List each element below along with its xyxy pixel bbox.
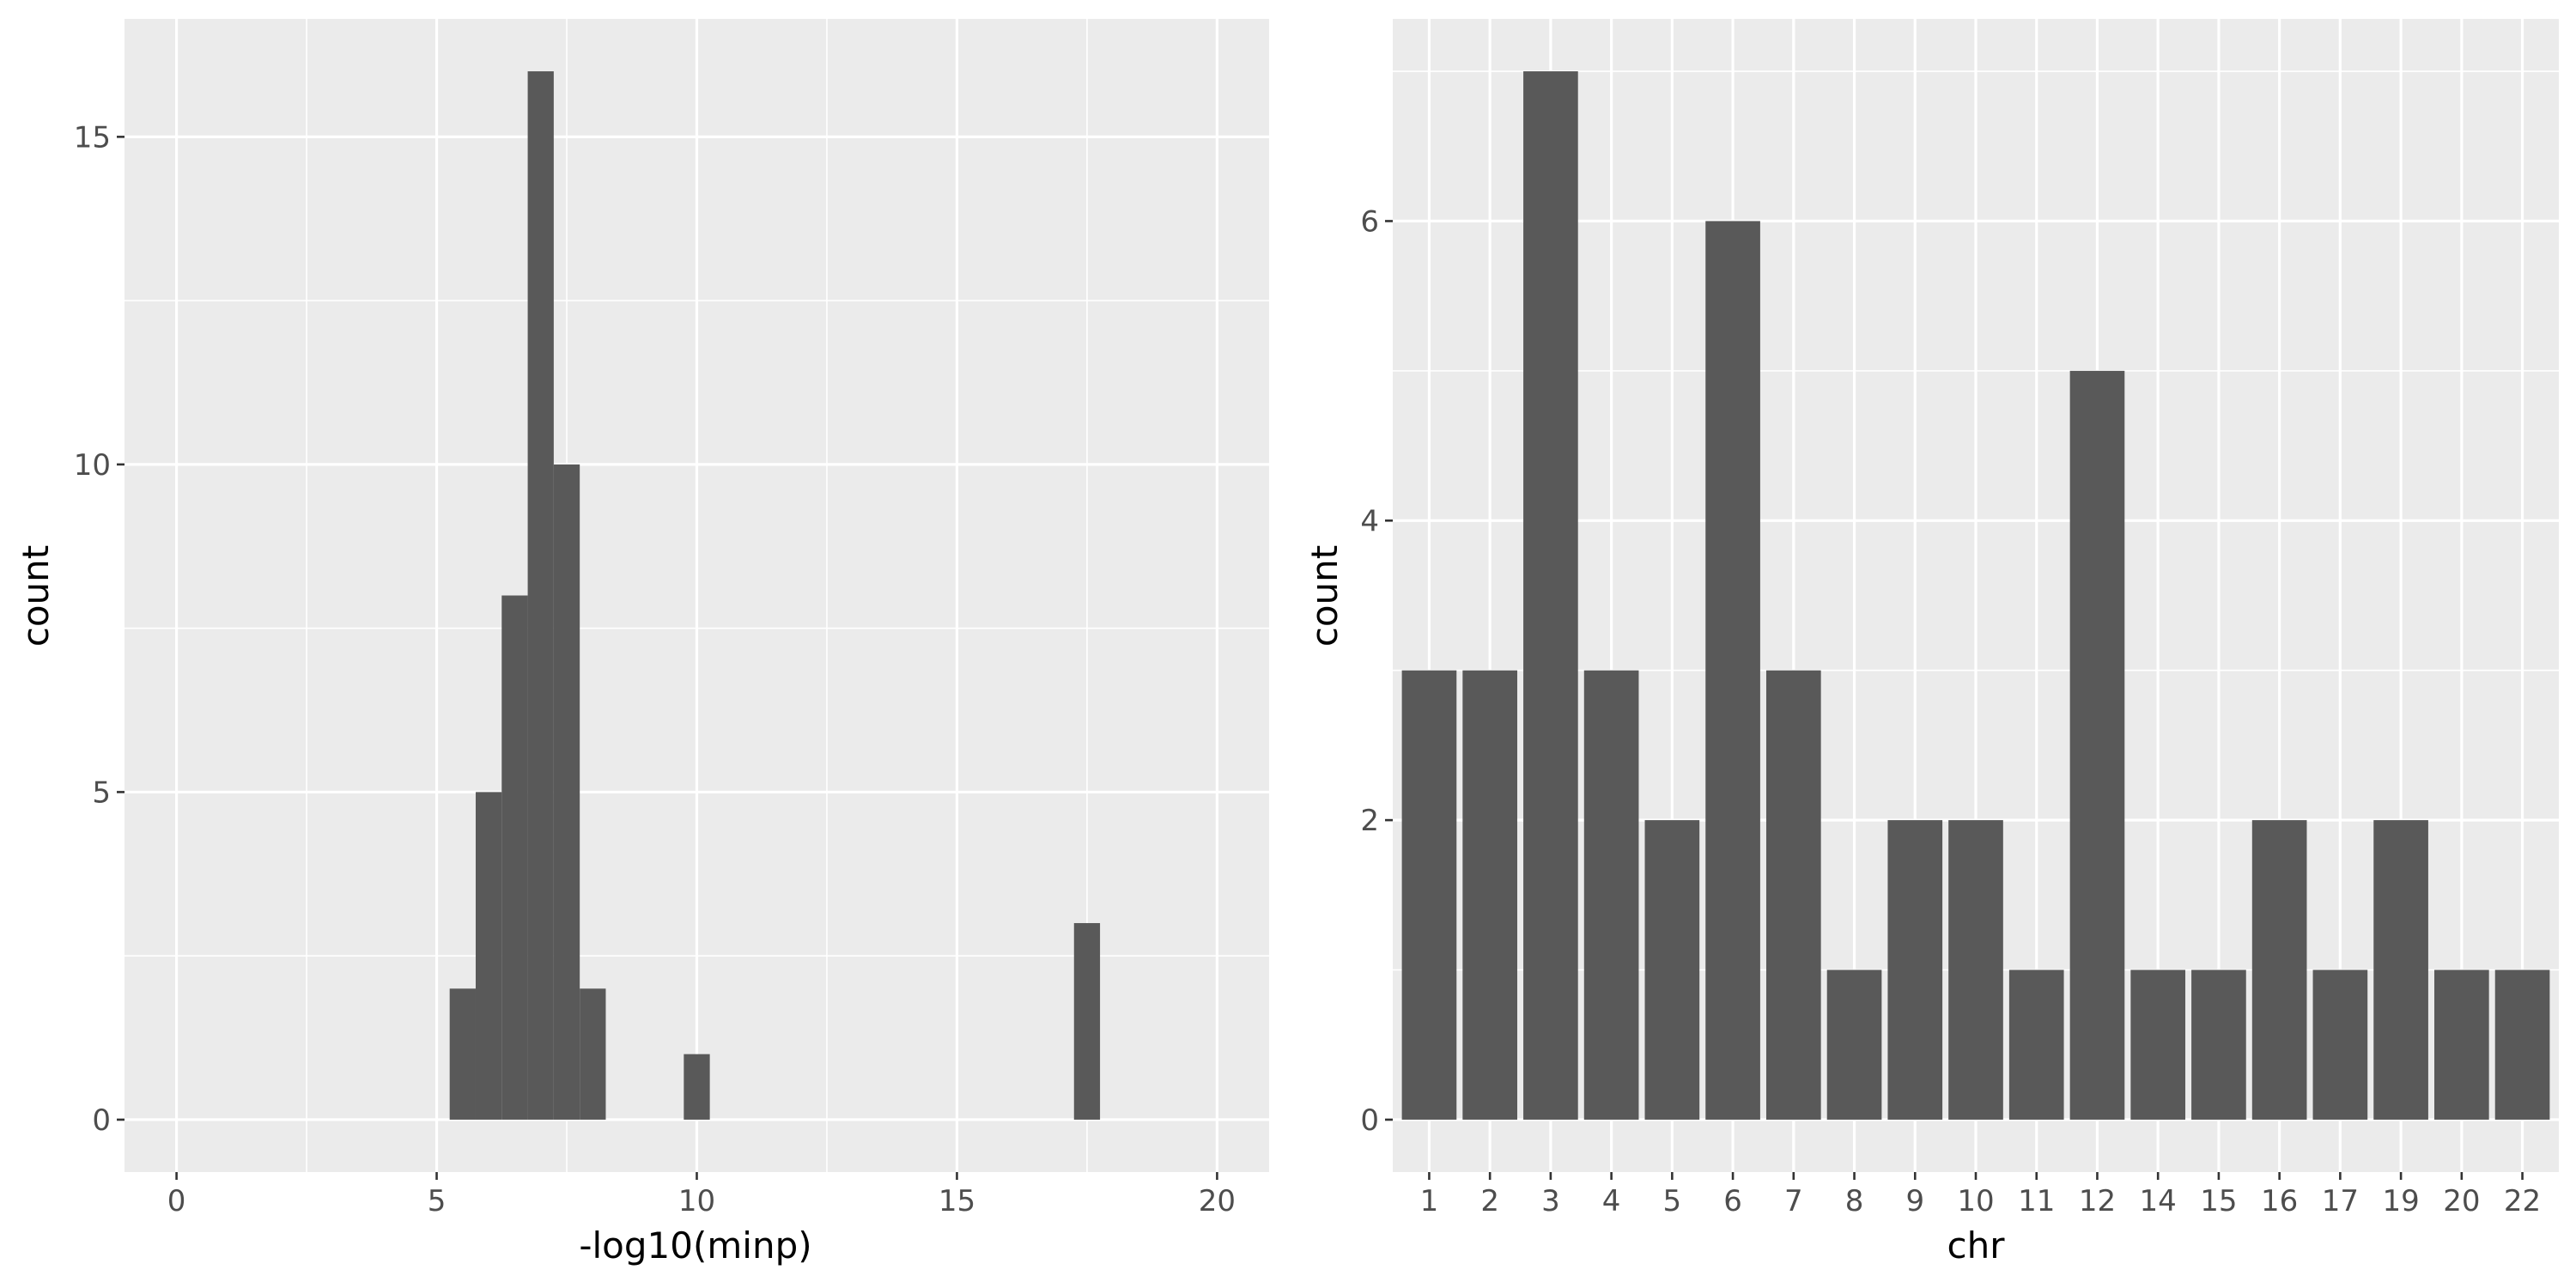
chromosome-x-tick-label: 2 <box>1480 1184 1499 1218</box>
histogram-x-tick-label: 5 <box>428 1184 447 1218</box>
chromosome-x-tick-label: 19 <box>2382 1184 2419 1218</box>
histogram-y-tick-label: 5 <box>92 775 111 810</box>
histogram-bar <box>1073 923 1101 1120</box>
histogram-y-tick-label: 15 <box>74 120 111 155</box>
histogram-x-tick-label: 15 <box>939 1184 975 1218</box>
chromosome-y-tick-label: 6 <box>1360 204 1379 239</box>
chromosome-y-tick-label: 0 <box>1360 1103 1379 1138</box>
chromosome-bar <box>1462 670 1517 1120</box>
chromosome-bar <box>1583 670 1639 1120</box>
chromosome-x-tick-label: 4 <box>1602 1184 1621 1218</box>
chromosome-x-tick-label: 15 <box>2200 1184 2237 1218</box>
chromosome-bar <box>2434 969 2489 1120</box>
chromosome-bar <box>1401 670 1457 1120</box>
histogram-bar <box>475 792 502 1120</box>
chromosome-bar <box>2312 969 2368 1120</box>
histogram-bar <box>580 988 606 1120</box>
chromosome-bar <box>2008 969 2064 1120</box>
chromosome-x-tick-label: 11 <box>2018 1184 2055 1218</box>
chromosome-y-axis-title: count <box>1303 545 1346 647</box>
chromosome-x-tick-label: 22 <box>2504 1184 2541 1218</box>
chromosome-x-tick-label: 6 <box>1723 1184 1742 1218</box>
chromosome-bar <box>1705 221 1760 1120</box>
chromosome-bar <box>2130 969 2186 1120</box>
chromosome-bar <box>2191 969 2246 1120</box>
chromosome-x-tick-label: 1 <box>1420 1184 1439 1218</box>
histogram-bar <box>553 464 580 1120</box>
histogram-x-tick-label: 0 <box>167 1184 186 1218</box>
chromosome-x-tick-label: 16 <box>2261 1184 2298 1218</box>
histogram-bar <box>683 1054 710 1120</box>
chromosome-bar <box>2494 969 2550 1120</box>
chromosome-y-tick-label: 2 <box>1360 804 1379 838</box>
chromosome-bar <box>1826 969 1882 1120</box>
chromosome-bar <box>1523 71 1578 1120</box>
chromosome-x-tick-label: 10 <box>1957 1184 1994 1218</box>
histogram-y-tick-label: 10 <box>74 448 111 483</box>
chromosome-x-tick-label: 9 <box>1905 1184 1924 1218</box>
chromosome-x-tick-label: 17 <box>2322 1184 2359 1218</box>
chromosome-x-tick-label: 7 <box>1784 1184 1803 1218</box>
chromosome-x-axis-title: chr <box>1947 1224 2006 1267</box>
chromosome-bar <box>2251 820 2307 1120</box>
histogram-bar <box>449 988 476 1120</box>
chromosome-x-tick-label: 8 <box>1845 1184 1864 1218</box>
histogram-panel: 0 5 10 15 20 0 5 10 15 <box>74 19 1269 1218</box>
histogram-x-tick-label: 20 <box>1199 1184 1236 1218</box>
chromosome-x-tick-label: 12 <box>2079 1184 2116 1218</box>
histogram-x-axis-title: -log10(minp) <box>579 1224 811 1267</box>
chromosome-bar <box>1948 820 2003 1120</box>
chromosome-x-tick-label: 3 <box>1541 1184 1560 1218</box>
chromosome-x-tick-label: 5 <box>1663 1184 1682 1218</box>
chromosome-y-tick-label: 4 <box>1360 504 1379 538</box>
chromosome-bar <box>2373 820 2428 1120</box>
chromosome-bar <box>1765 670 1821 1120</box>
histogram-y-tick-label: 0 <box>92 1103 111 1138</box>
histogram-y-axis-title: count <box>15 545 57 647</box>
histogram-bar <box>501 595 528 1120</box>
chromosome-bar <box>2069 370 2125 1120</box>
chromosome-x-tick-label: 20 <box>2443 1184 2480 1218</box>
chromosome-x-tick-label: 14 <box>2140 1184 2177 1218</box>
histogram-x-tick-label: 10 <box>678 1184 715 1218</box>
histogram-bar <box>527 71 554 1120</box>
chromosome-bar <box>1887 820 1943 1120</box>
chromosome-bar <box>1644 820 1700 1120</box>
